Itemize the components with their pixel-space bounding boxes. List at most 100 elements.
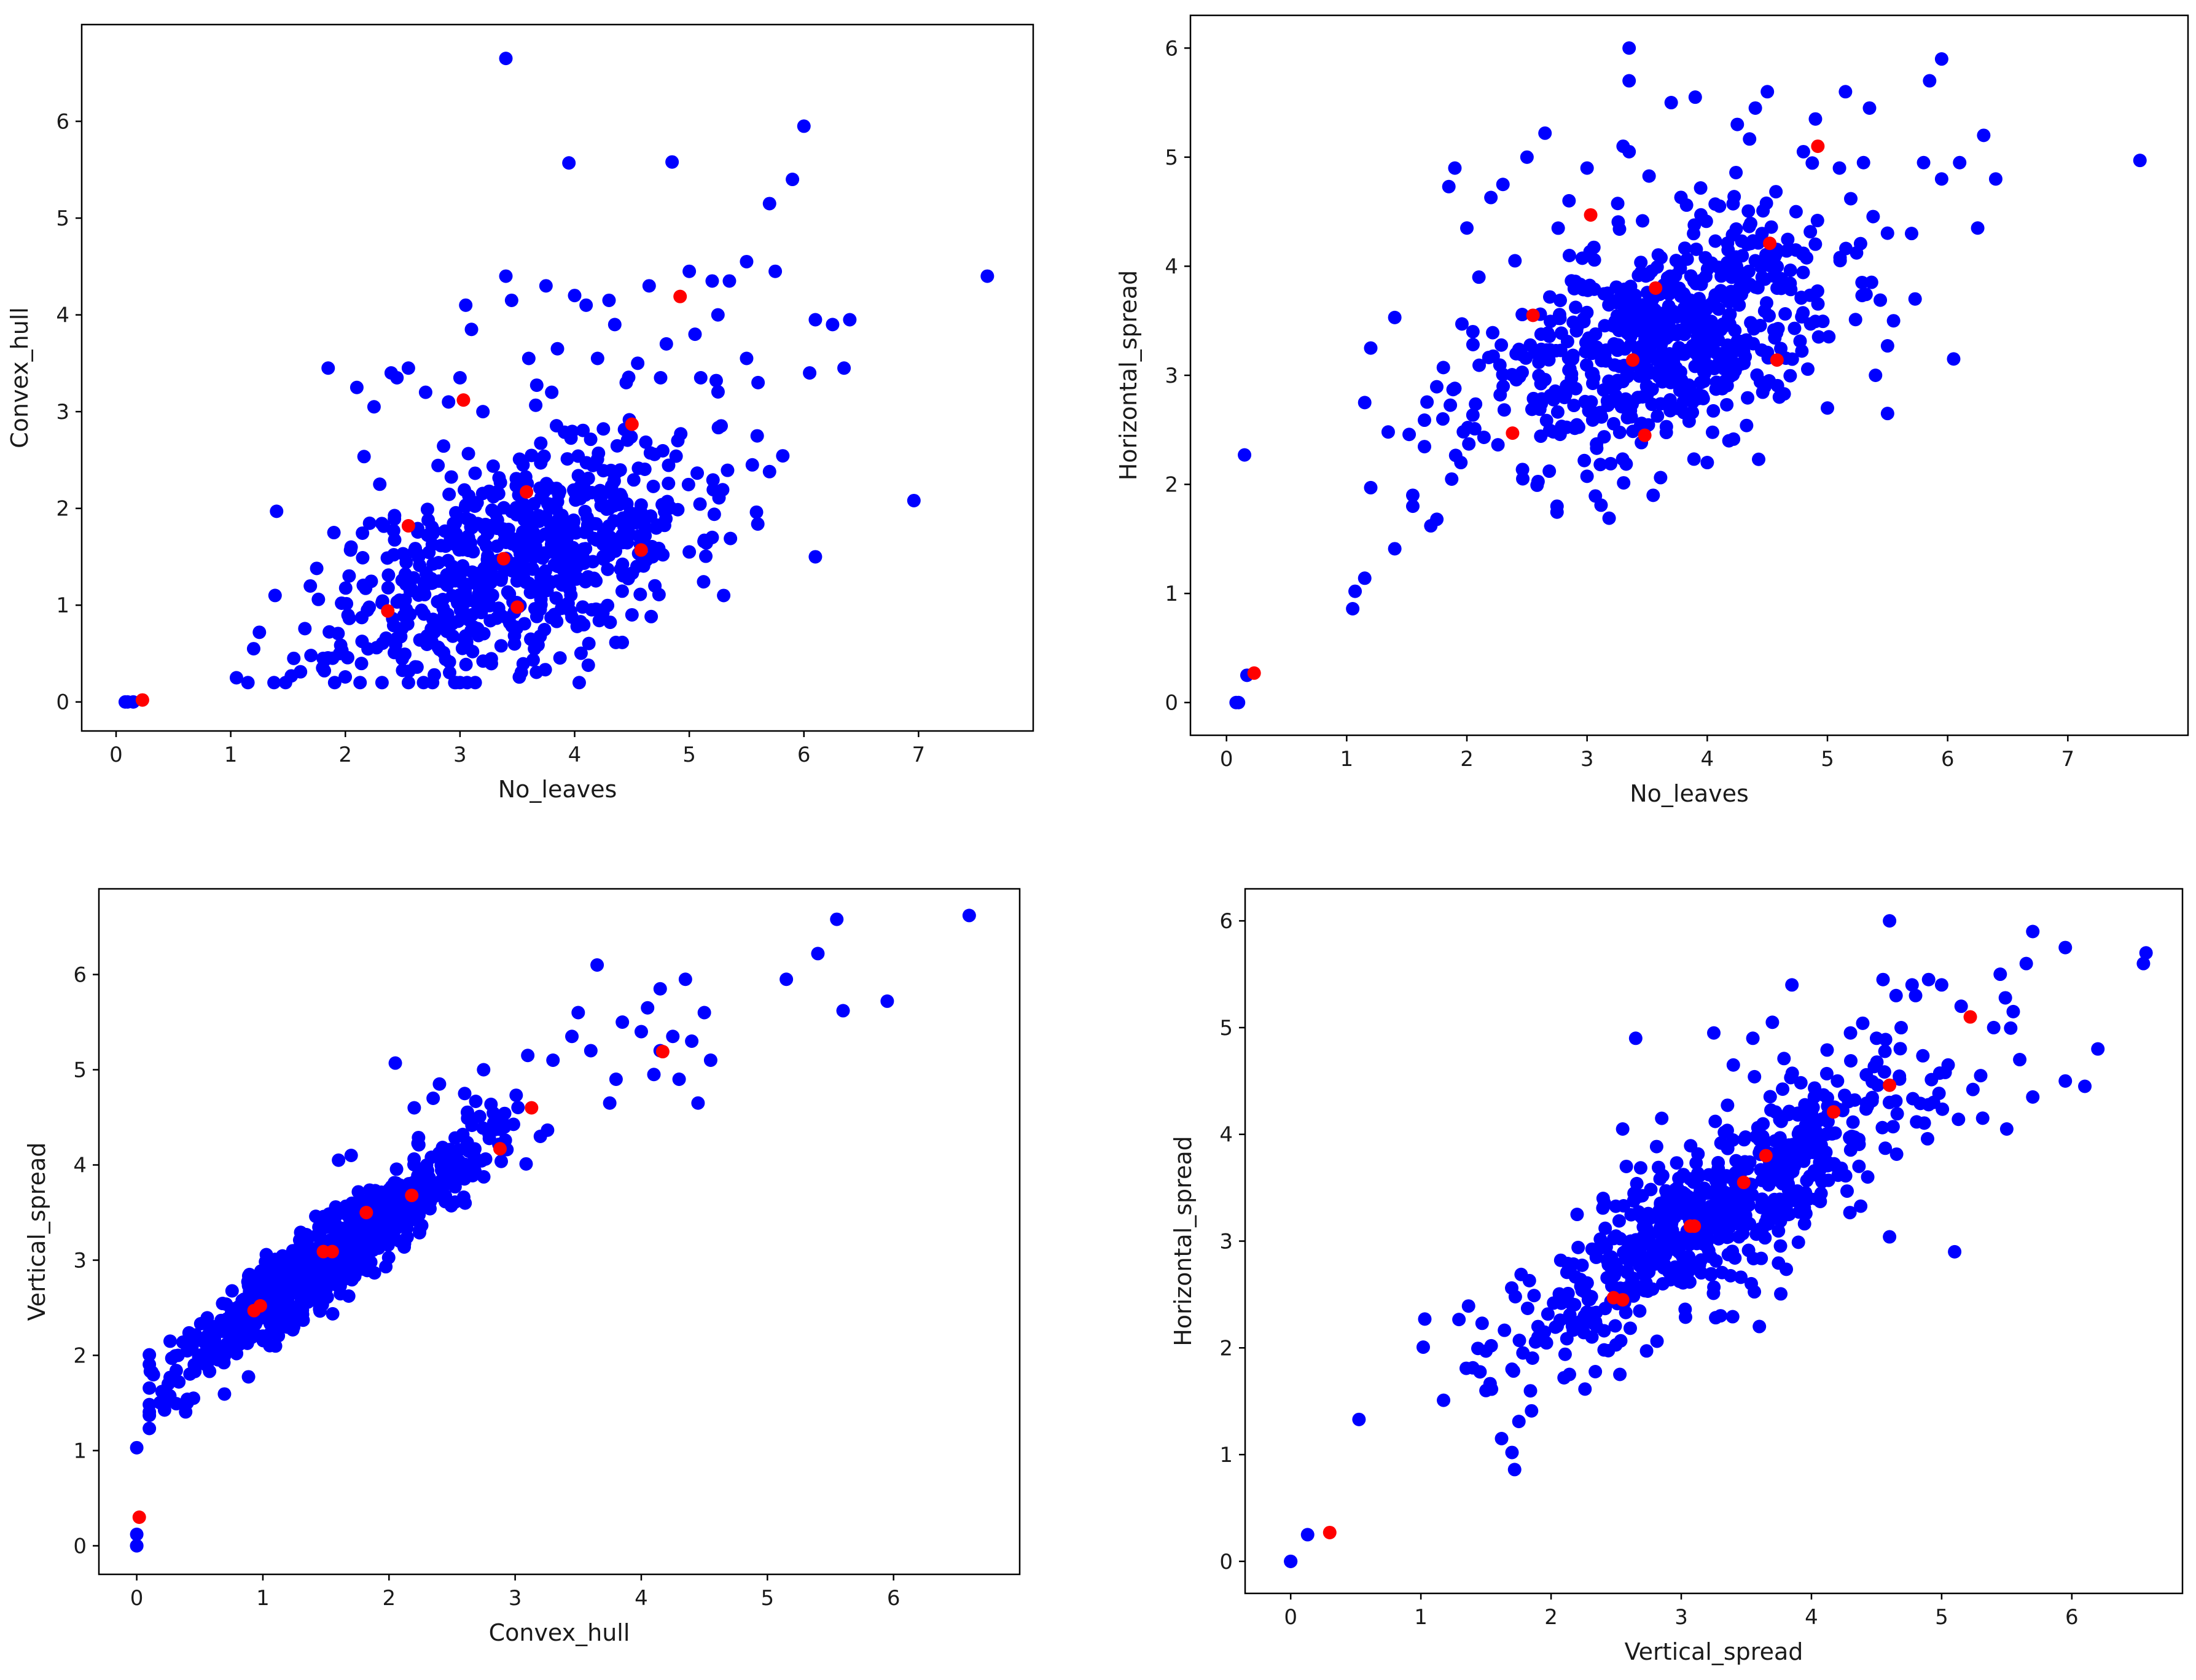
x-tick-label: 3: [1581, 747, 1594, 772]
data-point: [1525, 1404, 1539, 1418]
centroid-point: [1811, 139, 1825, 154]
data-point: [598, 539, 612, 553]
data-point: [797, 119, 811, 133]
data-point: [1475, 1316, 1489, 1330]
data-point: [1689, 242, 1703, 256]
data-point: [249, 1328, 264, 1342]
data-point: [1619, 392, 1633, 406]
data-point: [1577, 1309, 1592, 1323]
x-tick-label: 4: [1701, 747, 1714, 772]
data-point: [593, 491, 608, 506]
data-point: [382, 1182, 396, 1197]
data-point: [1772, 1136, 1786, 1150]
data-point: [1609, 1199, 1623, 1213]
data-point: [1505, 1445, 1519, 1459]
data-point: [1674, 308, 1689, 322]
data-point: [1776, 1082, 1790, 1096]
data-point: [1577, 312, 1591, 326]
data-point: [1641, 1265, 1655, 1280]
data-point: [1405, 488, 1420, 502]
data-point: [576, 550, 590, 564]
data-point: [1694, 1253, 1708, 1267]
data-point: [1721, 243, 1735, 257]
data-point: [1640, 314, 1654, 328]
data-point: [1585, 1242, 1599, 1256]
data-point: [1848, 313, 1862, 327]
data-point: [1754, 1251, 1768, 1265]
data-point: [553, 651, 567, 665]
data-point: [768, 264, 783, 278]
data-point: [1674, 289, 1688, 303]
data-point: [1827, 1158, 1842, 1173]
data-point: [1644, 295, 1659, 310]
centroid-point: [1687, 1219, 1702, 1233]
data-point: [1616, 375, 1630, 389]
data-point: [408, 660, 423, 674]
data-point: [1820, 1091, 1834, 1105]
data-point: [1669, 361, 1683, 375]
data-point: [1705, 425, 1719, 439]
data-point: [1694, 1266, 1708, 1280]
data-point: [1757, 304, 1772, 318]
data-point: [1442, 179, 1456, 193]
data-point: [574, 646, 588, 660]
data-point: [1753, 1319, 1767, 1334]
x-axis-label: Vertical_spread: [1625, 1638, 1803, 1665]
data-point: [471, 628, 485, 643]
data-point: [1783, 264, 1797, 278]
data-point: [1675, 347, 1689, 361]
data-point: [724, 531, 738, 545]
data-point: [1477, 430, 1491, 444]
y-tick-label: 0: [1219, 1550, 1233, 1574]
data-point: [563, 582, 577, 596]
data-point: [1472, 358, 1487, 372]
data-point: [442, 487, 456, 501]
data-point: [449, 532, 463, 546]
data-point: [1601, 1257, 1616, 1272]
data-point: [1808, 237, 1823, 251]
data-point: [458, 587, 472, 601]
data-point: [1880, 407, 1894, 421]
data-point: [163, 1334, 178, 1348]
data-point: [1491, 438, 1505, 452]
data-point: [193, 1348, 208, 1362]
data-point: [1988, 172, 2003, 186]
data-point: [411, 1169, 425, 1183]
data-point: [1724, 345, 1738, 359]
data-point: [543, 516, 557, 530]
data-point: [409, 1208, 423, 1222]
data-point: [1445, 472, 1459, 486]
data-point: [1741, 204, 1756, 218]
data-point: [1971, 221, 1985, 235]
data-point: [509, 1088, 523, 1103]
data-point: [322, 625, 337, 639]
x-tick-label: 0: [130, 1586, 144, 1611]
data-point: [1909, 988, 1923, 1002]
data-point: [1998, 991, 2012, 1005]
data-point: [571, 1006, 585, 1020]
data-point: [354, 611, 369, 625]
data-point: [1508, 1290, 1522, 1304]
data-point: [1808, 112, 1823, 126]
data-point: [1741, 1243, 1756, 1257]
data-point: [1952, 1112, 1966, 1127]
data-point: [1733, 281, 1747, 295]
data-point: [1869, 1031, 1883, 1045]
data-point: [2136, 956, 2151, 971]
data-point: [1608, 338, 1622, 352]
data-point: [143, 1348, 157, 1362]
data-point: [1436, 361, 1450, 375]
y-tick-label: 6: [1165, 36, 1178, 61]
data-point: [1526, 391, 1541, 405]
data-point: [512, 670, 526, 684]
data-point: [143, 1358, 157, 1372]
data-point: [1763, 1090, 1777, 1104]
x-tick-label: 7: [2061, 747, 2075, 772]
data-point: [499, 52, 513, 66]
data-point: [442, 395, 456, 409]
data-point: [776, 449, 790, 463]
data-point: [1284, 1554, 1298, 1568]
centroid-point: [456, 393, 471, 407]
data-point: [1709, 1173, 1723, 1187]
data-point: [1788, 321, 1802, 335]
